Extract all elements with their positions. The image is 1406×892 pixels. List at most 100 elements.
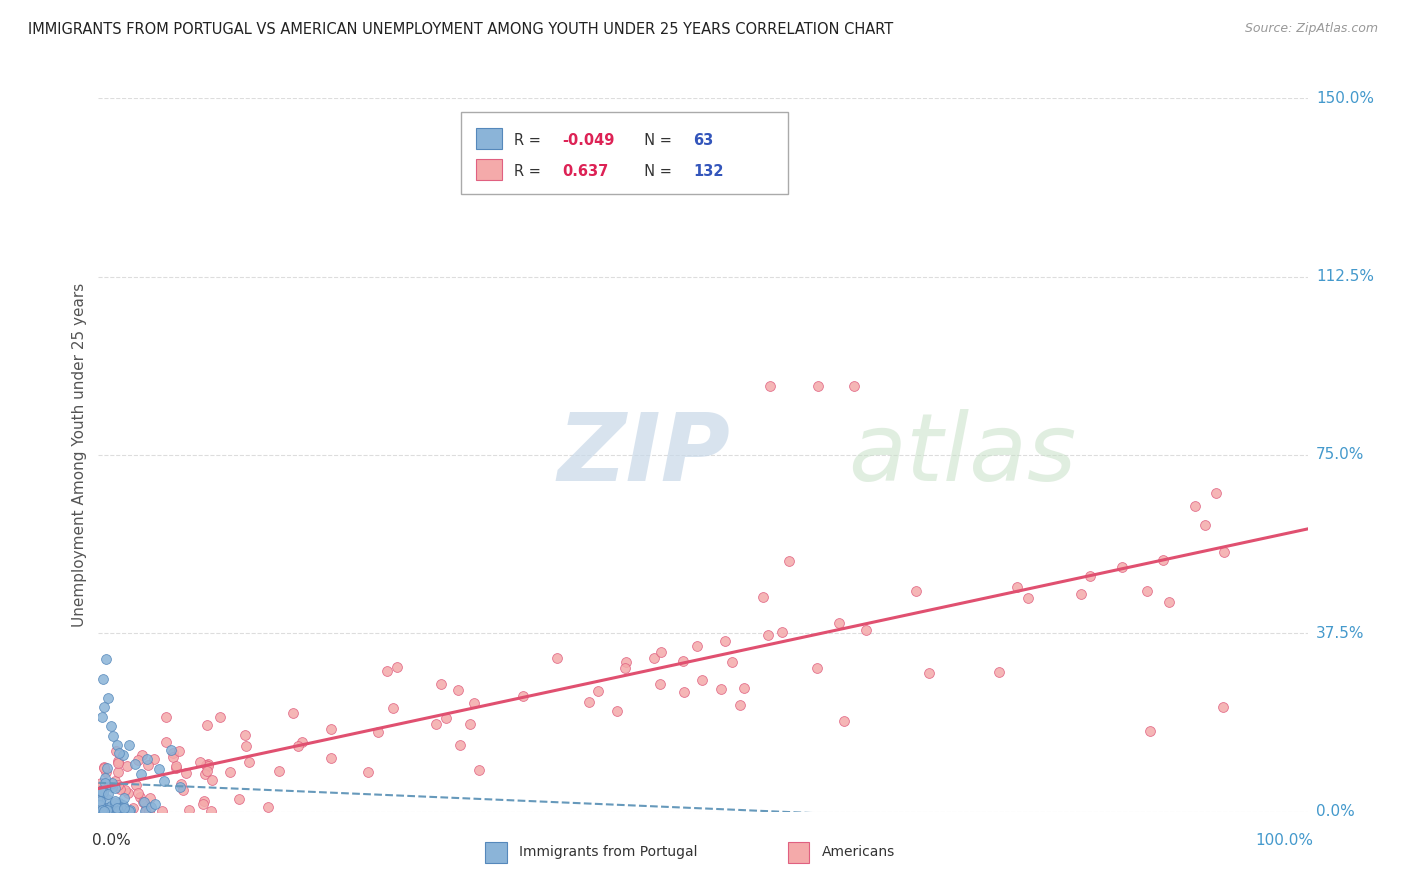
Point (97, 690, 120, 705)
Point (1139, 723, 1161, 738)
Point (197, 758, 219, 772)
Text: 112.5%: 112.5% (1316, 269, 1374, 284)
Point (107, 796, 129, 810)
Point (127, 754, 149, 768)
Point (105, 738, 128, 752)
Point (91, 785, 114, 799)
Point (117, 786, 139, 800)
Point (89, 793, 111, 807)
Point (120, 803, 142, 817)
Point (381, 701, 404, 715)
Point (319, 750, 342, 764)
Bar (461, 112, 787, 194)
Point (643, 651, 665, 665)
Point (107, 778, 129, 792)
Point (101, 778, 124, 792)
Point (905, 584, 928, 599)
Point (110, 804, 132, 818)
Point (132, 795, 155, 809)
Point (93, 789, 115, 803)
Point (512, 690, 534, 704)
Point (169, 744, 191, 758)
Point (616, 655, 638, 669)
Point (855, 624, 877, 638)
Point (179, 803, 201, 817)
Point (752, 590, 775, 604)
Point (96, 761, 118, 775)
Point (160, 743, 183, 757)
Point (100, 780, 122, 794)
Point (219, 765, 242, 780)
Point (97, 801, 120, 815)
Point (463, 697, 485, 711)
Point (614, 661, 637, 675)
Point (93, 700, 115, 714)
Point (758, 379, 780, 393)
Point (686, 639, 709, 653)
Point (153, 773, 176, 788)
Point (690, 673, 713, 687)
Point (832, 714, 855, 729)
Point (447, 682, 470, 697)
Point (93, 804, 115, 818)
Point (1111, 560, 1133, 574)
Point (101, 729, 124, 743)
Point (96, 801, 118, 815)
Point (208, 709, 231, 723)
Point (96, 791, 118, 805)
Bar (475, 128, 502, 150)
Point (193, 794, 215, 808)
Point (112, 803, 135, 817)
Point (112, 801, 135, 815)
Point (987, 665, 1010, 679)
Point (138, 804, 160, 818)
Point (89, 804, 111, 818)
Text: 63: 63 (693, 134, 714, 148)
Point (104, 780, 127, 795)
Point (148, 762, 170, 776)
Point (91, 709, 114, 723)
Point (319, 723, 342, 737)
Point (104, 796, 127, 810)
Point (94, 764, 117, 779)
Point (135, 804, 157, 818)
Point (89, 798, 111, 813)
Point (91, 803, 114, 817)
Point (155, 735, 177, 749)
Text: N =: N = (636, 134, 676, 148)
Point (235, 729, 257, 743)
Point (111, 797, 134, 812)
Point (1017, 591, 1039, 605)
Point (93, 761, 115, 775)
Point (1005, 580, 1028, 594)
Point (770, 624, 793, 639)
Point (105, 744, 128, 758)
Point (1213, 545, 1236, 559)
Point (91, 672, 114, 686)
Point (807, 379, 830, 393)
Point (1070, 587, 1092, 601)
Point (90, 804, 112, 818)
Text: -0.049: -0.049 (562, 134, 614, 148)
Point (357, 764, 380, 779)
Point (191, 797, 214, 811)
Point (150, 804, 173, 818)
Point (169, 777, 191, 791)
Text: 132: 132 (693, 164, 724, 179)
Point (131, 748, 153, 763)
Point (98, 804, 121, 818)
Point (201, 772, 224, 787)
Point (94, 776, 117, 790)
Point (114, 782, 136, 797)
Y-axis label: Unemployment Among Youth under 25 years: Unemployment Among Youth under 25 years (72, 283, 87, 627)
Text: atlas: atlas (848, 409, 1077, 500)
Text: 100.0%: 100.0% (1256, 833, 1313, 848)
Point (468, 763, 491, 777)
Point (138, 758, 160, 772)
Point (155, 710, 177, 724)
Point (107, 756, 129, 770)
Point (844, 379, 866, 393)
Point (1152, 553, 1174, 567)
Text: R =: R = (515, 134, 546, 148)
Point (127, 786, 149, 800)
